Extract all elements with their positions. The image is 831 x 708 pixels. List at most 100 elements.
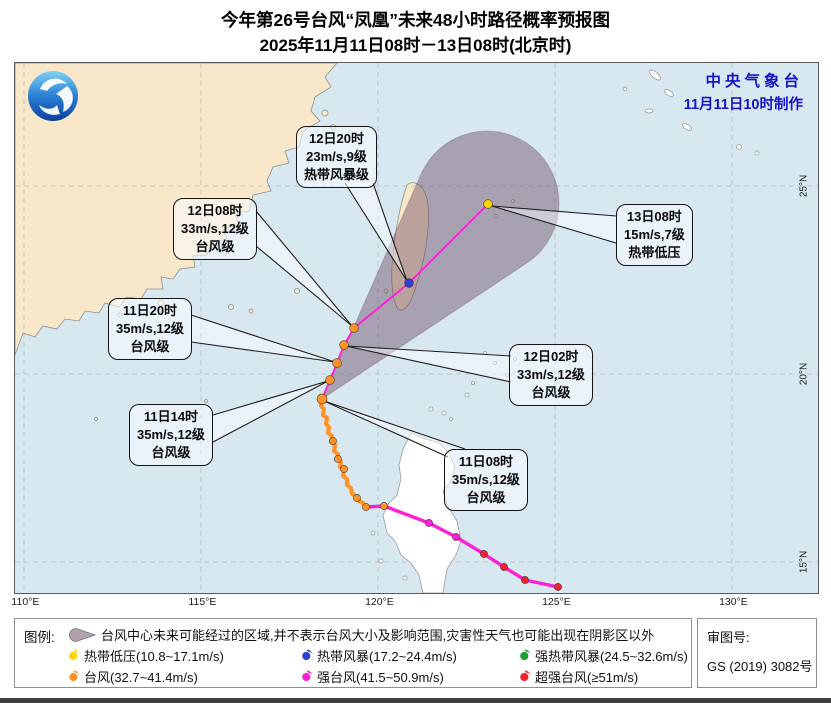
x-tick: 120°E	[365, 596, 394, 608]
cone-icon	[69, 627, 97, 642]
forecast-point	[349, 323, 359, 333]
callout-line: 35m/s,12级	[452, 471, 520, 487]
past-point	[353, 494, 361, 502]
callout-line: 33m/s,12级	[181, 220, 249, 236]
map-review-box: 审图号: GS (2019) 3082号	[697, 618, 817, 688]
past-point	[480, 550, 488, 558]
past-point	[521, 576, 529, 584]
forecast-point	[404, 278, 414, 288]
x-tick: 125°E	[542, 596, 571, 608]
forecast-point	[325, 375, 335, 385]
callout-line: 23m/s,9级	[306, 148, 367, 164]
typhoon-symbol-icon	[520, 649, 531, 661]
leader-line-11d14h	[212, 380, 329, 443]
agency-block: 中央气象台 11月11日10时制作	[684, 69, 803, 114]
typhoon-symbol-icon	[302, 670, 313, 682]
leader-line-11d20h	[190, 341, 336, 363]
callout-line: 热带低压	[628, 244, 681, 260]
callout-line: 35m/s,12级	[116, 320, 184, 336]
past-point	[340, 465, 348, 473]
legend-item-label: 热带风暴(17.2~24.4m/s)	[317, 649, 457, 664]
callout-11d08h: 11日08时 35m/s,12级 台风级	[444, 449, 528, 511]
probability-cone	[320, 130, 560, 401]
leader-line-12d02h	[345, 345, 512, 383]
past-point	[452, 533, 460, 541]
legend-cone-text: 台风中心未来可能经过的区域,并不表示台风大小及影响范围,灾害性天气也可能出现在阴…	[101, 628, 655, 643]
callout-line: 台风级	[531, 384, 571, 400]
title-block: 今年第26号台风“凤凰”未来48小时路径概率预报图 2025年11月11日08时…	[0, 7, 831, 59]
legend-item: 强台风(41.5~50.9m/s)	[300, 667, 518, 686]
legend-box: 图例: 台风中心未来可能经过的区域,并不表示台风大小及影响范围,灾害性天气也可能…	[14, 618, 692, 688]
leader-line-11d20h	[190, 314, 336, 363]
page-title: 今年第26号台风“凤凰”未来48小时路径概率预报图	[221, 10, 610, 30]
legend-cone-row: 台风中心未来可能经过的区域,并不表示台风大小及影响范围,灾害性天气也可能出现在阴…	[67, 625, 654, 644]
legend-label: 图例:	[24, 630, 55, 645]
y-tick: 15°N	[798, 550, 810, 574]
past-track-line	[365, 504, 559, 589]
leader-line-11d08h	[323, 400, 466, 450]
legend-item-label: 强热带风暴(24.5~32.6m/s)	[535, 649, 688, 664]
legend-item: 超强台风(≥51m/s)	[518, 667, 688, 686]
legend-item: 热带风暴(17.2~24.4m/s)	[300, 646, 518, 665]
page-subtitle: 2025年11月11日08时－13日08时(北京时)	[259, 36, 572, 56]
callout-11d20h: 11日20时 35m/s,12级 台风级	[108, 298, 192, 360]
callout-leader-lines	[190, 182, 617, 458]
past-point	[380, 502, 388, 510]
lat-lon-grid	[15, 63, 818, 593]
leader-line-13d08h	[491, 205, 617, 244]
forecast-point	[332, 358, 342, 368]
past-point	[362, 503, 370, 511]
callout-13d08h: 13日08时 15m/s,7级 热带低压	[616, 204, 693, 266]
leader-line-12d20h	[372, 182, 408, 282]
typhoon-symbol-icon	[69, 670, 80, 682]
penghu-island	[383, 288, 389, 294]
callout-12d08h: 12日08时 33m/s,12级 台风级	[173, 198, 257, 260]
legend-items: 热带低压(10.8~17.1m/s) 热带风暴(17.2~24.4m/s) 强热带风…	[67, 645, 688, 687]
callout-11d14h: 11日14时 35m/s,12级 台风级	[129, 404, 213, 466]
past-point	[334, 455, 342, 463]
callout-12d02h: 12日02时 33m/s,12级 台风级	[509, 344, 593, 406]
taiwan-island	[391, 182, 430, 311]
legend-item: 强热带风暴(24.5~32.6m/s)	[518, 646, 688, 665]
callout-line: 台风级	[195, 238, 235, 254]
current-position-point	[316, 393, 328, 405]
callout-line: 台风级	[130, 338, 170, 354]
typhoon-symbol-icon	[69, 649, 80, 661]
x-tick: 130°E	[719, 596, 748, 608]
callout-line: 11日14时	[143, 409, 199, 424]
callout-line: 12日20时	[309, 131, 364, 146]
callout-line: 12日02时	[523, 349, 579, 364]
leader-line-12d08h	[255, 245, 353, 327]
callout-line: 11日08时	[458, 454, 514, 469]
past-point	[554, 583, 562, 591]
x-tick: 110°E	[11, 596, 40, 608]
forecast-map: 中央气象台 11月11日10时制作 110°E 115°E 120°E 125°E 13…	[11, 62, 819, 608]
leader-wedge-11d08h	[324, 401, 465, 457]
ryukyu-islands	[622, 69, 799, 156]
callout-line: 热带风暴级	[304, 166, 370, 182]
forecast-point	[339, 340, 349, 350]
past-point	[425, 519, 433, 527]
agency-name: 中央气象台	[705, 73, 803, 90]
leader-line-13d08h	[491, 205, 617, 217]
leader-line-12d08h	[255, 210, 353, 327]
callout-line: 15m/s,7级	[624, 226, 685, 242]
legend-item-label: 台风(32.7~41.4m/s)	[84, 670, 198, 685]
past-point	[329, 437, 337, 445]
legend-item: 台风(32.7~41.4m/s)	[67, 667, 300, 686]
legend-item-label: 热带低压(10.8~17.1m/s)	[84, 649, 224, 664]
past-point	[500, 563, 508, 571]
callout-line: 台风级	[466, 489, 506, 505]
leader-line-11d08h	[323, 400, 449, 458]
legend-item: 热带低压(10.8~17.1m/s)	[67, 646, 300, 665]
legend-item-label: 强台风(41.5~50.9m/s)	[317, 670, 444, 685]
legend-item-label: 超强台风(≥51m/s)	[535, 670, 639, 685]
leader-line-11d14h	[212, 380, 329, 416]
typhoon-symbol-icon	[520, 670, 531, 682]
callout-line: 11日20时	[122, 303, 178, 318]
y-tick: 25°N	[798, 174, 810, 198]
callout-line: 33m/s,12级	[517, 366, 585, 382]
callout-line: 13日08时	[626, 209, 682, 224]
typhoon-track	[316, 199, 562, 591]
